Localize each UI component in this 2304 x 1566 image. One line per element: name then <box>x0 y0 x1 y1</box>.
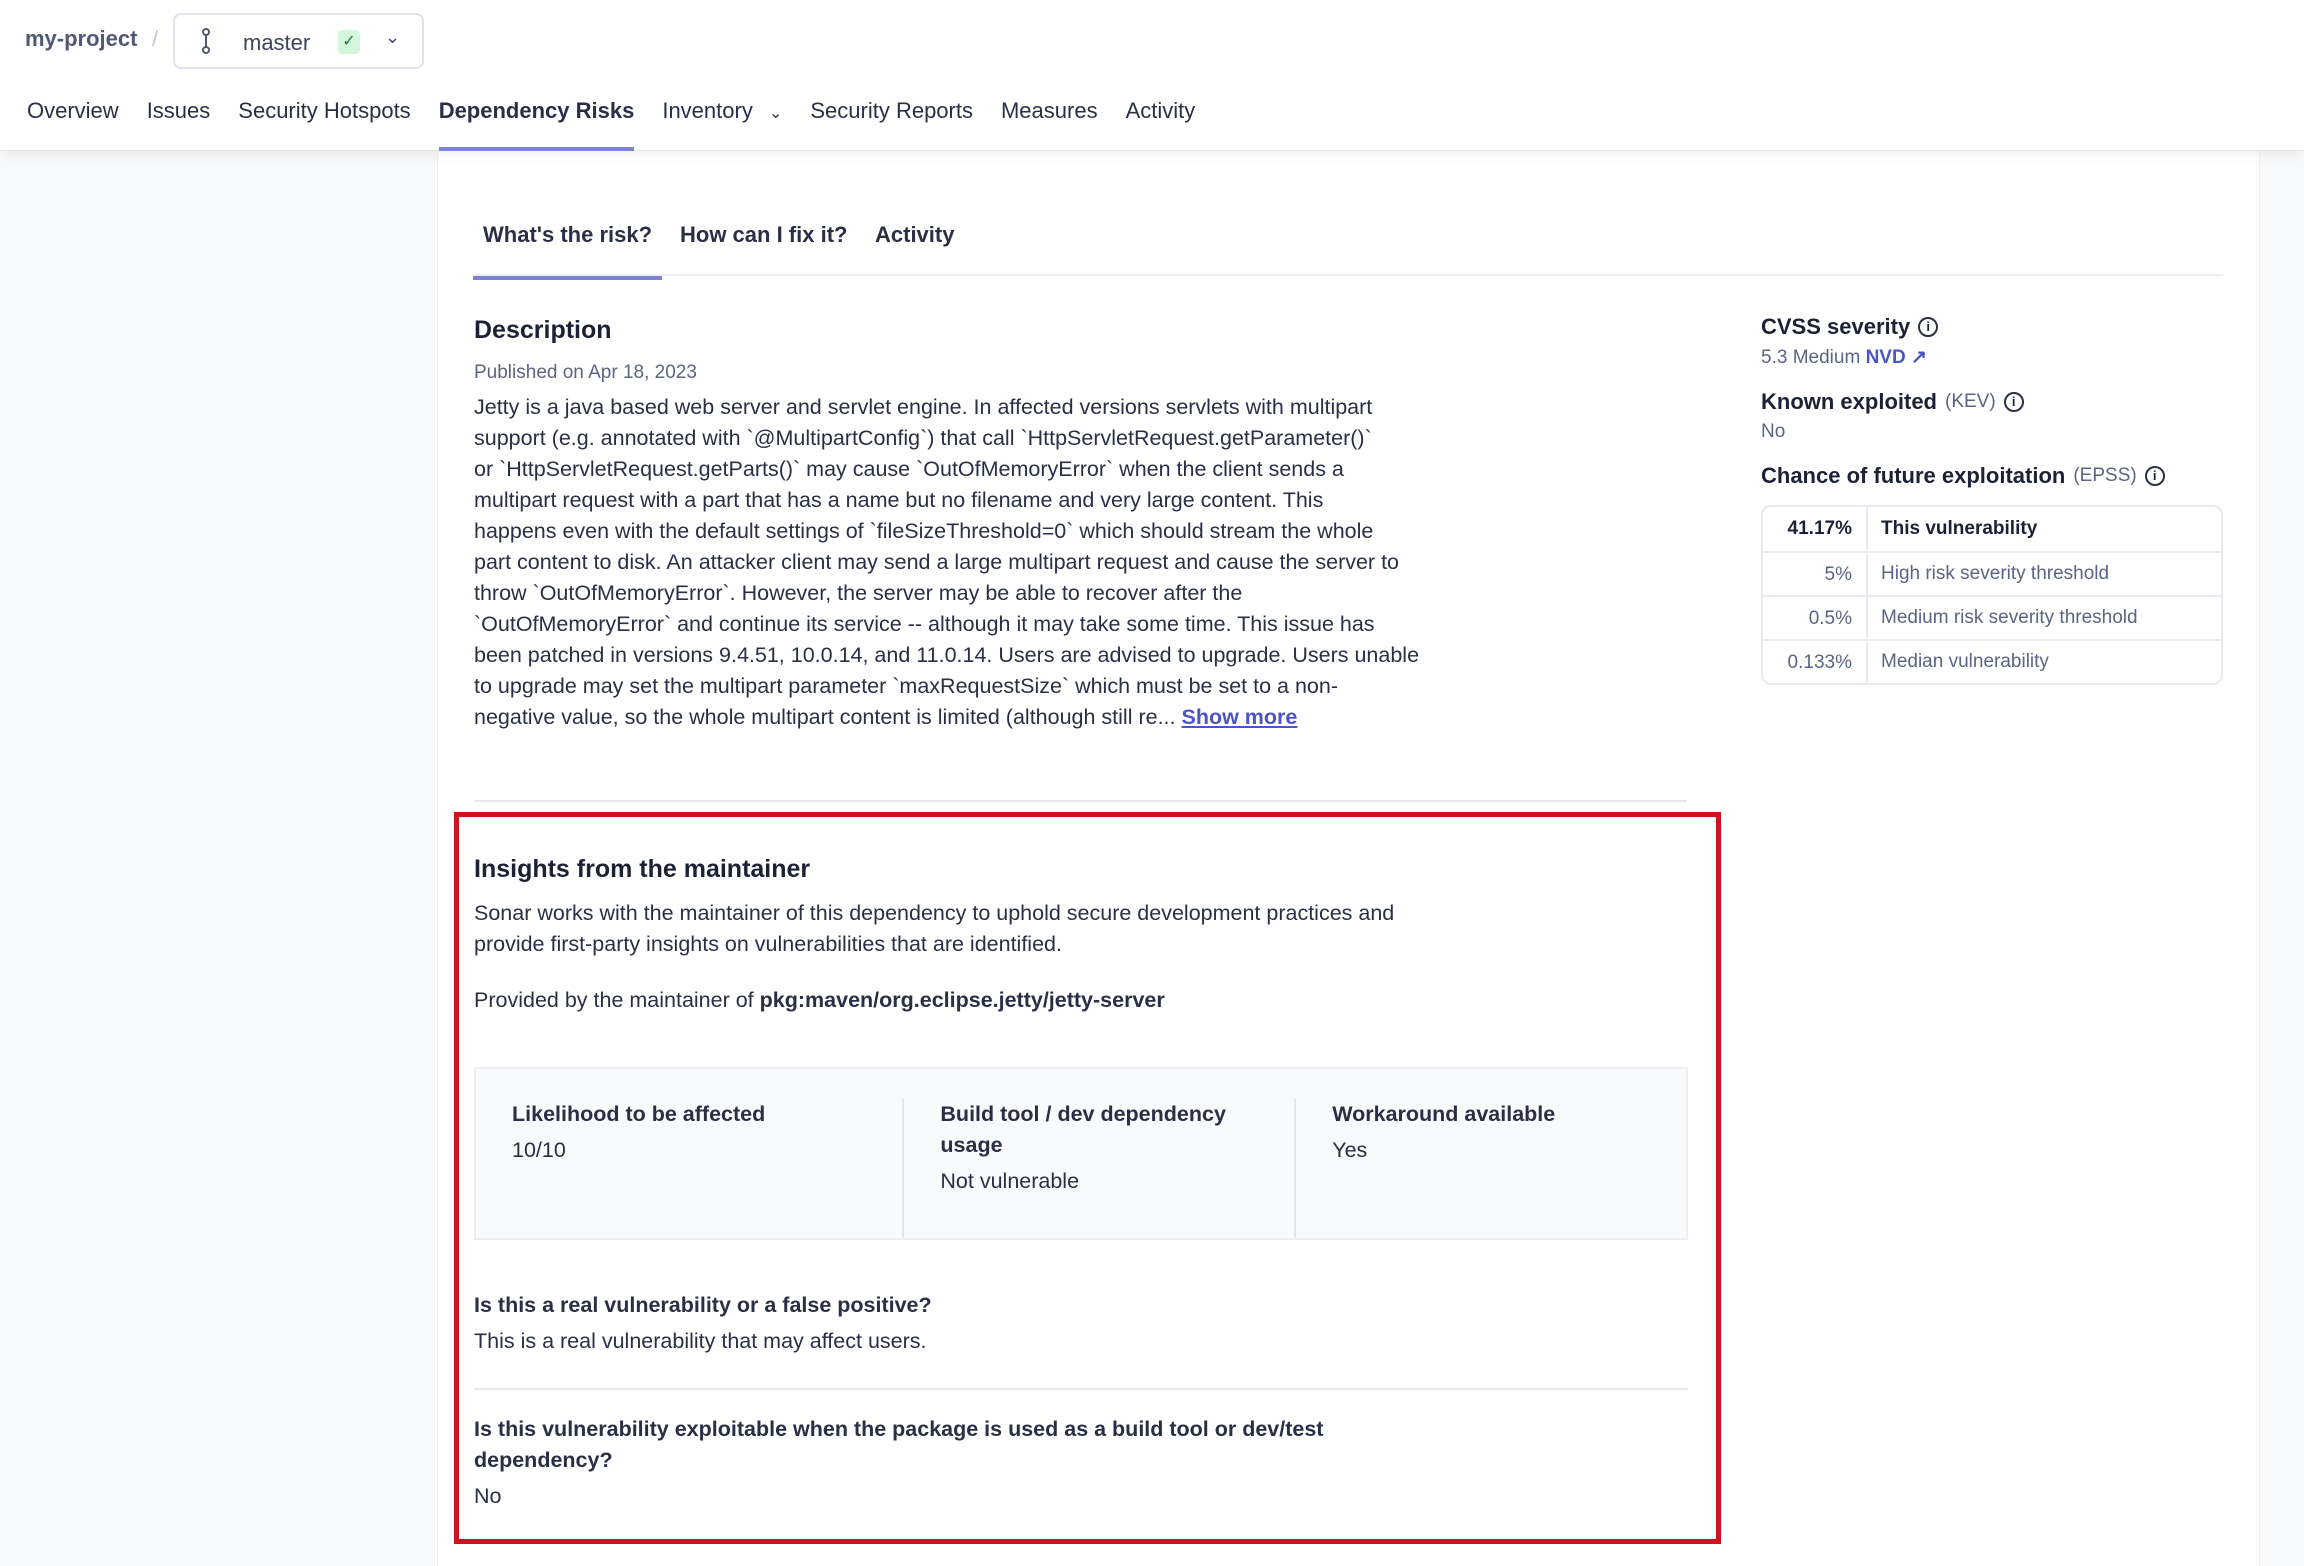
build-tool-label: Build tool / dev dependency usage <box>940 1102 1226 1157</box>
nvd-link-label: NVD <box>1865 347 1906 368</box>
nav-security-reports[interactable]: Security Reports <box>810 98 973 123</box>
description-last-line: negative value, so the whole multipart c… <box>474 705 1176 729</box>
main-panel <box>437 151 2260 1566</box>
nvd-link[interactable]: NVD ↗ <box>1866 347 1927 368</box>
breadcrumb-separator: / <box>152 26 159 51</box>
description-line: throw `OutOfMemoryError`. However, the s… <box>474 581 1243 605</box>
cvss-value: 5.3 Medium NVD ↗ <box>1761 346 2223 369</box>
description-line: negative value, so the whole multipart c… <box>474 702 1484 733</box>
description-line: Jetty is a java based web server and ser… <box>474 395 1373 419</box>
description-line: support (e.g. annotated with `@Multipart… <box>474 426 1372 450</box>
insights-intro: Sonar works with the maintainer of this … <box>474 898 1689 960</box>
tab-whats-the-risk[interactable]: What's the risk? <box>473 222 663 280</box>
epss-pct: 0.133% <box>1763 641 1868 683</box>
epss-row: 41.17% This vulnerability <box>1763 507 2221 551</box>
description-line: happens even with the default settings o… <box>474 519 1374 543</box>
intro-line: Sonar works with the maintainer of this … <box>474 901 1395 925</box>
qa-build-tool: Is this vulnerability exploitable when t… <box>474 1414 1688 1512</box>
epss-label: Medium risk severity threshold <box>1881 607 2138 628</box>
insights-card: Likelihood to be affected 10/10 Build to… <box>474 1067 1688 1240</box>
show-more-link[interactable]: Show more <box>1181 705 1298 729</box>
question: Is this vulnerability exploitable when t… <box>474 1417 1324 1472</box>
section-divider <box>474 800 1687 802</box>
description-line: or `HttpServletRequest.getParts()` may c… <box>474 457 1344 481</box>
chevron-down-icon: ⌄ <box>385 27 401 47</box>
kev-value: No <box>1761 421 1786 442</box>
project-breadcrumb[interactable]: my-project <box>25 26 138 51</box>
description-line: `OutOfMemoryError` and continue its serv… <box>474 612 1375 636</box>
epss-title-text: Chance of future exploitation <box>1761 463 2066 488</box>
description-line: been patched in versions 9.4.51, 10.0.14… <box>474 643 1420 667</box>
workaround-label: Workaround available <box>1332 1102 1556 1126</box>
epss-label: Median vulnerability <box>1881 651 2049 672</box>
workaround-value: Yes <box>1332 1138 1368 1162</box>
branch-icon <box>202 28 210 54</box>
epss-row: 0.133% Median vulnerability <box>1763 639 2221 683</box>
kev-title-text: Known exploited <box>1761 389 1937 414</box>
nav-measures[interactable]: Measures <box>1000 98 1098 123</box>
provided-by-label: Provided by the maintainer of <box>474 988 754 1012</box>
description-section: Description Published on Apr 18, 2023 Je… <box>474 316 1484 733</box>
project-nav: Overview Issues Security Hotspots Depend… <box>27 98 1223 151</box>
info-icon[interactable]: i <box>1918 317 1939 337</box>
epss-table: 41.17% This vulnerability 5% High risk sev… <box>1761 505 2223 685</box>
nav-dependency-risks[interactable]: Dependency Risks <box>438 98 634 151</box>
epss-pct: 41.17% <box>1763 507 1868 551</box>
build-tool-cell: Build tool / dev dependency usage Not vu… <box>902 1099 1294 1238</box>
info-icon[interactable]: i <box>2144 466 2165 486</box>
published-date: Published on Apr 18, 2023 <box>474 362 697 383</box>
detail-tabs: What's the risk? How can I fix it? Activ… <box>473 218 2223 280</box>
intro-line: provide first-party insights on vulnerab… <box>474 932 1062 956</box>
risk-sidebar: CVSS severity i 5.3 Medium NVD ↗ Known ex… <box>1761 314 2223 685</box>
epss-abbr: (EPSS) <box>2073 465 2137 486</box>
likelihood-label: Likelihood to be affected <box>512 1102 766 1126</box>
answer: This is a real vulnerability that may af… <box>474 1329 927 1353</box>
answer: No <box>474 1484 502 1508</box>
chevron-down-icon: ⌄ <box>768 105 783 122</box>
build-tool-value: Not vulnerable <box>940 1169 1080 1193</box>
description-line: multipart request with a part that has a… <box>474 488 1324 512</box>
info-icon[interactable]: i <box>2003 392 2024 412</box>
epss-row: 5% High risk severity threshold <box>1763 551 2221 595</box>
insights-title: Insights from the maintainer <box>474 855 811 883</box>
insights-section: Insights from the maintainer Sonar works… <box>474 855 1689 1016</box>
kev-abbr: (KEV) <box>1945 391 1996 412</box>
highlight-box <box>454 812 1721 1544</box>
epss-label: This vulnerability <box>1881 518 2038 539</box>
epss-pct: 5% <box>1763 553 1868 595</box>
check-icon: ✓ <box>338 30 360 54</box>
epss-title: Chance of future exploitation (EPSS) i <box>1761 463 2223 489</box>
cvss-title: CVSS severity i <box>1761 314 2223 340</box>
branch-selector[interactable]: master ✓ ⌄ <box>173 13 424 69</box>
description-line: to upgrade may set the multipart paramet… <box>474 674 1338 698</box>
qa-divider <box>474 1388 1688 1390</box>
cvss-title-text: CVSS severity <box>1761 314 1911 339</box>
kev-title: Known exploited (KEV) i <box>1761 389 2223 415</box>
likelihood-value: 10/10 <box>512 1138 566 1162</box>
epss-pct: 0.5% <box>1763 597 1868 639</box>
nav-security-hotspots[interactable]: Security Hotspots <box>238 98 411 123</box>
likelihood-cell: Likelihood to be affected 10/10 <box>512 1099 902 1238</box>
nav-activity[interactable]: Activity <box>1125 98 1196 123</box>
tab-how-can-i-fix-it[interactable]: How can I fix it? <box>680 222 848 247</box>
external-link-icon: ↗ <box>1910 347 1927 368</box>
description-text: Jetty is a java based web server and ser… <box>474 392 1484 733</box>
cvss-score: 5.3 Medium <box>1761 347 1861 368</box>
nav-inventory[interactable]: Inventory ⌄ <box>662 98 782 151</box>
tab-activity[interactable]: Activity <box>875 222 955 247</box>
top-header: my-project / master ✓ ⌄ Overview Issues … <box>0 0 2304 151</box>
question: Is this a real vulnerability or a false … <box>474 1293 932 1317</box>
description-title: Description <box>474 316 612 344</box>
nav-inventory-label: Inventory <box>662 98 753 123</box>
branch-name: master <box>243 30 311 55</box>
nav-overview[interactable]: Overview <box>27 98 119 123</box>
epss-row: 0.5% Medium risk severity threshold <box>1763 595 2221 639</box>
workaround-cell: Workaround available Yes <box>1294 1099 1686 1238</box>
nav-issues[interactable]: Issues <box>146 98 211 123</box>
epss-label: High risk severity threshold <box>1881 563 2110 584</box>
description-line: part content to disk. An attacker client… <box>474 550 1399 574</box>
qa-false-positive: Is this a real vulnerability or a false … <box>474 1290 1688 1357</box>
provided-by: Provided by the maintainer of pkg:maven/… <box>474 985 1689 1016</box>
package-name: pkg:maven/org.eclipse.jetty/jetty-server <box>759 988 1165 1012</box>
